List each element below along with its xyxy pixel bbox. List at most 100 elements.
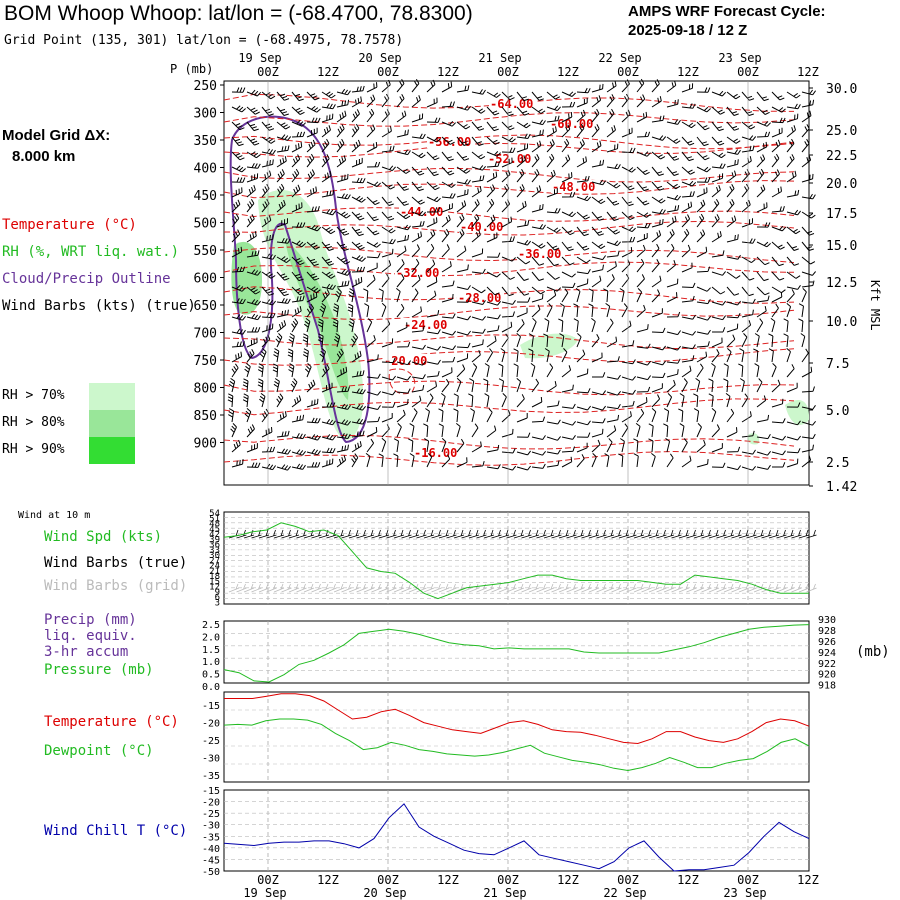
wind-barb (231, 87, 246, 93)
wind-barb (411, 325, 425, 333)
wind-barb (456, 297, 471, 303)
wind-barb (591, 352, 603, 363)
wind-barb-grid (521, 583, 532, 593)
wind-barb (801, 155, 812, 168)
wind-barb-true (603, 529, 615, 539)
wind-barb (768, 333, 774, 348)
wind-barb (666, 194, 681, 201)
wind-barb (501, 321, 513, 333)
temperature-contour-label: -64.00 (490, 97, 533, 111)
wind-barb (276, 169, 285, 183)
wind-barb (559, 303, 565, 318)
wind-barb (246, 162, 261, 169)
wind-barb (786, 402, 801, 408)
wind-barb (456, 364, 466, 378)
wind-barb (441, 166, 455, 176)
wind-barb (228, 408, 235, 423)
pressure-tick: 926 (818, 637, 836, 648)
wind-barb (426, 136, 441, 143)
wind-barb-true (341, 529, 352, 539)
wind-speed-tick: 51 (209, 514, 220, 524)
wind-barb (321, 103, 336, 110)
wind-barb (291, 271, 304, 282)
wind-barb (411, 408, 418, 423)
wind-barb (486, 252, 501, 258)
wind-barb-true (806, 529, 817, 539)
cycle-value: 2025-09-18 / 12 Z (628, 22, 748, 39)
wind-barb (516, 106, 530, 116)
wind-barb (290, 378, 298, 393)
wind-barb (606, 250, 620, 258)
height-tick-label: 22.5 (826, 149, 857, 164)
wind-barb (291, 463, 306, 470)
wind-barb (261, 299, 276, 306)
wind-barb (306, 291, 318, 303)
wind-barb (546, 290, 557, 303)
wind-barb-true (356, 529, 367, 539)
wind-barb (427, 207, 441, 213)
wind-barb (321, 271, 336, 279)
wind-barb (786, 103, 801, 110)
wind-barb (456, 353, 469, 363)
wind-barb (441, 330, 456, 336)
wind-barb (606, 80, 617, 93)
wind-barb (441, 261, 452, 273)
wind-barb (366, 241, 381, 248)
wind-barb (636, 324, 649, 333)
wind-barb (621, 375, 636, 381)
wind-barb (786, 435, 801, 441)
wind-barb (711, 462, 726, 468)
wind-barb (276, 183, 285, 198)
wind-barb (453, 408, 459, 423)
bottom-hour-label: 00Z (737, 873, 759, 887)
wind-barb-true (798, 529, 810, 539)
wind-barb (559, 333, 565, 348)
wind-barb (711, 136, 725, 146)
wind-barb (546, 303, 553, 318)
wind-barb (771, 153, 780, 168)
wind-barb (291, 120, 306, 127)
wind-barb-true (686, 529, 697, 539)
wind-speed-tick: 12 (209, 583, 220, 593)
wind-barb (441, 438, 447, 453)
wind-barb (756, 131, 771, 138)
wind-barb (291, 184, 301, 198)
wind-barb (801, 271, 816, 276)
wind-barb (606, 226, 621, 235)
wind-barb (441, 367, 453, 378)
wind-barb (501, 271, 515, 280)
wind-barb (798, 318, 804, 333)
wind-barb (621, 211, 635, 221)
wind-barb-true (296, 529, 307, 539)
wind-barb (276, 218, 288, 228)
wind-barb-grid (296, 583, 307, 593)
wind-barb-true (513, 529, 525, 539)
wind-barb (531, 435, 546, 440)
top-day-label: 22 Sep (598, 51, 641, 65)
wind-barb (711, 348, 720, 363)
wind-barb (606, 196, 620, 206)
wind-barb (486, 232, 498, 243)
wind-barb (591, 83, 604, 93)
wind-barb (636, 166, 650, 175)
wind-barb (606, 143, 619, 153)
wind-barb (681, 151, 694, 162)
wind-barb (576, 175, 590, 183)
wind-barb (546, 105, 561, 112)
wind-barb (381, 437, 387, 453)
wind-barb (516, 220, 530, 228)
wind-barb (471, 315, 486, 321)
wind-barb (516, 378, 522, 393)
wind-barb (754, 333, 760, 348)
wind-barb (246, 337, 258, 348)
wind-barb (453, 393, 459, 408)
wind-barb (591, 179, 607, 186)
wind-barb (426, 229, 436, 243)
wind-barb (606, 240, 621, 247)
wind-barb (591, 318, 596, 333)
wind-barb (546, 419, 561, 425)
wind-barb (711, 214, 720, 228)
wind-barb (516, 143, 529, 153)
wind-barb (261, 170, 272, 183)
wind-barb (621, 236, 636, 243)
